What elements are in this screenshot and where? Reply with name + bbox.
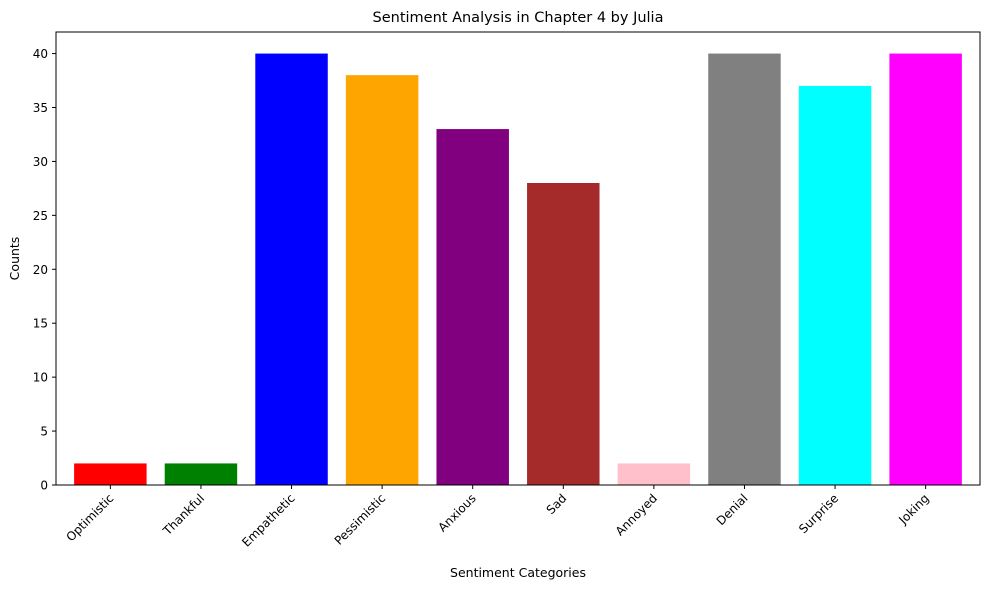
x-tick-label-optimistic: Optimistic (63, 491, 116, 544)
x-tick-label-empathetic: Empathetic (239, 491, 297, 549)
y-axis-label: Counts (7, 237, 22, 281)
x-tick-label-surprise: Surprise (796, 491, 841, 536)
y-tick-label: 10 (33, 371, 48, 385)
plot-frame (55, 31, 981, 486)
bar-anxious (436, 129, 509, 486)
y-tick-label: 0 (40, 479, 48, 493)
y-tick-label: 30 (33, 155, 48, 169)
bar-denial (708, 53, 781, 485)
x-tick-label-annoyed: Annoyed (613, 491, 660, 538)
x-tick-label-sad: Sad (544, 491, 570, 517)
x-tick-label-thankful: Thankful (160, 491, 207, 538)
x-axis-label: Sentiment Categories (450, 565, 586, 580)
x-tick-label-joking: Joking (895, 491, 931, 527)
bar-optimistic (74, 463, 147, 485)
bar-empathetic (255, 53, 328, 485)
y-tick-label: 40 (33, 47, 48, 61)
y-tick-label: 15 (33, 317, 48, 331)
x-tick-label-anxious: Anxious (435, 491, 478, 534)
x-tick-label-denial: Denial (714, 491, 751, 528)
y-tick-label: 25 (33, 209, 48, 223)
y-tick-label: 35 (33, 101, 48, 115)
bar-pessimistic (345, 75, 419, 486)
x-tick-label-pessimistic: Pessimistic (332, 491, 389, 548)
y-axis: 0 5 10 15 20 25 30 35 40 (33, 47, 56, 493)
chart-title: Sentiment Analysis in Chapter 4 by Julia (373, 10, 664, 26)
y-tick-label: 20 (33, 263, 48, 277)
bar-surprise (798, 85, 872, 485)
bar-joking (889, 53, 962, 485)
bar-thankful (164, 463, 238, 485)
bars-layer (74, 53, 962, 486)
y-tick-label: 5 (40, 425, 48, 439)
bar-annoyed (617, 463, 691, 485)
x-axis: Optimistic Thankful Empathetic Pessimistic A… (63, 485, 932, 550)
bar-sad (527, 183, 600, 485)
